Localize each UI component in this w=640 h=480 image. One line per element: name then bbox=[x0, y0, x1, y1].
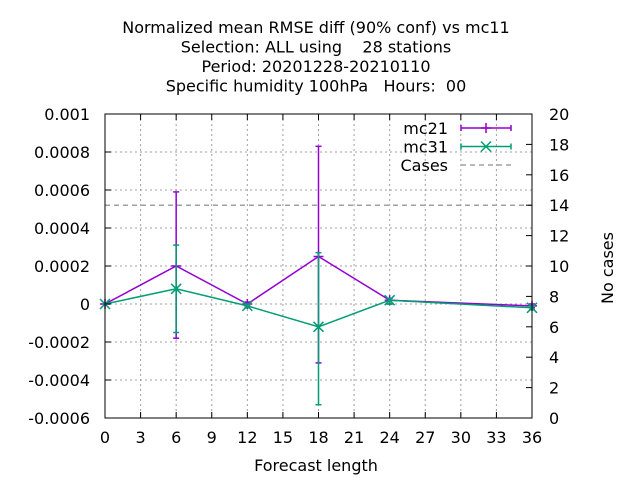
x-tick-label: 6 bbox=[171, 428, 181, 447]
x-tick-label: 18 bbox=[308, 428, 328, 447]
x-tick-label: 30 bbox=[451, 428, 471, 447]
legend-label: Cases bbox=[401, 156, 449, 175]
y2-tick-label: 10 bbox=[549, 257, 569, 276]
y-tick-label: 0.0004 bbox=[34, 219, 90, 238]
data-series bbox=[99, 145, 538, 406]
x-tick-label: 36 bbox=[522, 428, 542, 447]
x-tick-label: 15 bbox=[273, 428, 293, 447]
marker-stroke bbox=[241, 300, 253, 312]
marker-stroke bbox=[170, 283, 182, 295]
x-tick-label: 33 bbox=[486, 428, 506, 447]
x-tick-label: 12 bbox=[237, 428, 257, 447]
y-tick-label: -0.0006 bbox=[28, 409, 90, 428]
y-tick-label: 0.0002 bbox=[34, 257, 90, 276]
legend-entry: mc21 bbox=[403, 119, 512, 138]
y2-tick-label: 14 bbox=[549, 196, 569, 215]
x-tick-label: 24 bbox=[379, 428, 399, 447]
data-point bbox=[384, 294, 396, 306]
marker-stroke bbox=[312, 321, 325, 333]
y2-tick-label: 6 bbox=[549, 318, 559, 337]
x-axis-label: Forecast length bbox=[254, 456, 378, 475]
data-point bbox=[241, 300, 253, 312]
series-mc31 bbox=[99, 244, 538, 406]
legend-label: mc31 bbox=[403, 138, 448, 157]
x-tick-label: 3 bbox=[135, 428, 145, 447]
legend-entry: mc31 bbox=[403, 138, 512, 157]
y-tick-label: -0.0002 bbox=[28, 333, 90, 352]
legend-marker bbox=[481, 123, 491, 133]
y-tick-label: 0.0008 bbox=[34, 143, 90, 162]
y2-tick-label: 20 bbox=[549, 105, 569, 124]
y2-tick-label: 8 bbox=[549, 287, 559, 306]
y2-tick-label: 0 bbox=[549, 409, 559, 428]
y2-tick-label: 16 bbox=[549, 166, 569, 185]
title-line: Period: 20201228-20210110 bbox=[201, 57, 430, 76]
y2-tick-label: 4 bbox=[549, 348, 559, 367]
y2-tick-label: 18 bbox=[549, 135, 569, 154]
y-tick-label: 0 bbox=[80, 295, 90, 314]
data-point bbox=[312, 321, 325, 333]
y2-tick-label: 2 bbox=[549, 379, 559, 398]
y-tick-label: 0.0006 bbox=[34, 181, 90, 200]
marker-stroke bbox=[480, 140, 492, 153]
x-tick-label: 0 bbox=[100, 428, 110, 447]
series-line bbox=[104, 288, 533, 328]
chart-title: Normalized mean RMSE diff (90% conf) vs … bbox=[122, 18, 509, 96]
right-axis-label: No cases bbox=[598, 232, 617, 304]
data-point bbox=[170, 283, 182, 295]
x-tick-label: 21 bbox=[344, 428, 364, 447]
marker-stroke bbox=[384, 294, 396, 306]
x-tick-label: 27 bbox=[415, 428, 435, 447]
y2-tick-label: 12 bbox=[549, 227, 569, 246]
y-tick-label: -0.0004 bbox=[28, 371, 90, 390]
title-line: Selection: ALL using 28 stations bbox=[181, 38, 451, 57]
title-line: Normalized mean RMSE diff (90% conf) vs … bbox=[122, 18, 509, 37]
axes: 0 3 6 9 12 15 18 21 24 27 30 33 36-0.0006-0.0004-0.0… bbox=[28, 105, 569, 447]
legend-marker bbox=[480, 140, 492, 153]
title-line: Specific humidity 100hPa Hours: 00 bbox=[166, 77, 467, 96]
y-tick-label: 0.001 bbox=[44, 105, 90, 124]
legend-label: mc21 bbox=[403, 119, 448, 138]
x-tick-label: 9 bbox=[207, 428, 217, 447]
legend-entry: Cases bbox=[401, 156, 511, 175]
